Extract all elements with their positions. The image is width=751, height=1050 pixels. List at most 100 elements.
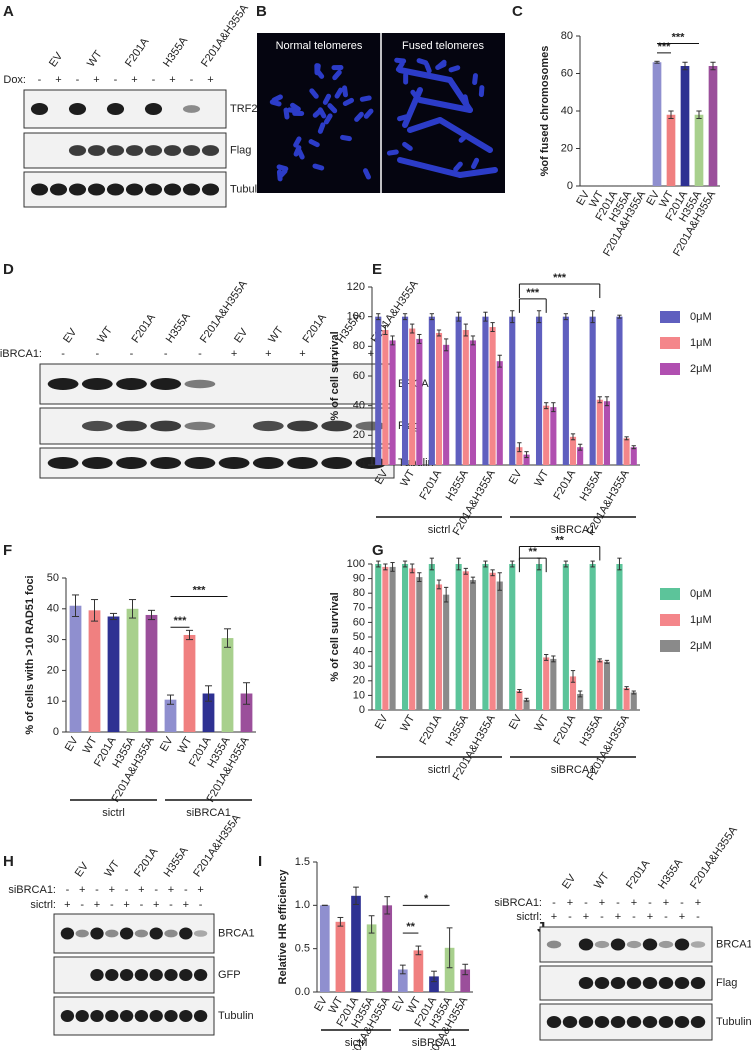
error-bar <box>578 690 583 698</box>
row-mark: - <box>114 74 118 86</box>
bar <box>616 564 623 710</box>
y-tick-label: 10 <box>353 689 365 701</box>
chromosome <box>296 148 305 160</box>
blot-box <box>23 89 227 129</box>
blot-band <box>68 183 87 196</box>
significance-label: *** <box>658 41 672 53</box>
panel-letter: B <box>256 3 267 20</box>
y-tick-label: 100 <box>347 558 365 570</box>
chromosome <box>354 111 364 122</box>
row-mark: - <box>110 899 114 911</box>
blot-band <box>47 378 79 390</box>
blot-band <box>610 977 626 989</box>
band-label: Flag <box>716 977 737 989</box>
error-bar <box>617 314 622 319</box>
row-mark: - <box>584 897 588 909</box>
blot-band <box>87 145 106 156</box>
row-mark: - <box>152 74 156 86</box>
x-tick-label: EV <box>507 467 525 486</box>
blot-band <box>658 977 674 989</box>
row-mark: + <box>551 911 557 923</box>
row-mark: + <box>631 897 637 909</box>
error-bar <box>570 670 576 683</box>
blot-band <box>642 1016 658 1028</box>
y-tick-label: 60 <box>353 616 365 628</box>
bar <box>482 316 489 465</box>
error-bar <box>563 313 568 321</box>
blot-band <box>106 103 125 115</box>
bar <box>375 564 382 710</box>
lane-label: EV <box>560 872 579 891</box>
y-tick-label: 0 <box>53 726 59 738</box>
bar <box>126 608 139 732</box>
error-bar <box>368 915 375 934</box>
bar <box>652 62 662 186</box>
lane-label: EV <box>73 860 92 879</box>
panel-letter: H <box>3 853 14 870</box>
error-bar <box>483 311 488 322</box>
bar <box>428 316 435 465</box>
image-label: Normal telomeres <box>276 40 363 52</box>
panel-letter: F <box>3 542 12 559</box>
bar <box>562 316 569 465</box>
group-label: siBRCA1 <box>551 524 596 536</box>
blot-band <box>150 378 182 390</box>
blot-band <box>119 927 134 940</box>
y-tick-label: 80 <box>353 340 365 352</box>
error-bar <box>337 916 344 927</box>
lane-label: H355A <box>656 856 686 891</box>
error-bar <box>185 629 194 641</box>
chromosome <box>395 61 405 72</box>
x-tick-label: WT <box>81 735 100 756</box>
row-mark: + <box>599 897 605 909</box>
blot-band <box>182 105 201 113</box>
blot-band <box>610 938 626 951</box>
significance-label: *** <box>526 287 540 299</box>
blot-band <box>193 1010 208 1022</box>
row-mark: - <box>616 897 620 909</box>
error-bar <box>429 313 434 321</box>
lane-label: F201A <box>123 35 152 69</box>
blot-band <box>184 457 216 469</box>
blot-band <box>578 977 594 989</box>
legend-swatch <box>660 640 680 652</box>
blot-band <box>116 457 147 469</box>
blot-band <box>68 145 87 156</box>
bar <box>577 693 584 710</box>
blot-band <box>75 1010 89 1022</box>
chromosome <box>323 113 333 125</box>
row-mark: + <box>679 911 685 923</box>
blot-band <box>321 420 353 432</box>
row-mark: + <box>153 899 159 911</box>
blot-band <box>690 941 706 948</box>
bar <box>435 584 443 710</box>
blot-band <box>134 1010 149 1022</box>
blot-band <box>116 378 147 390</box>
bar <box>523 699 530 710</box>
error-bar <box>71 594 80 617</box>
bar <box>435 332 443 465</box>
lane-label: F201A <box>301 311 330 345</box>
bar <box>569 436 577 465</box>
error-bar <box>578 443 583 451</box>
bar <box>489 572 496 710</box>
blot-band <box>149 1010 163 1022</box>
lane-label: EV <box>47 50 66 69</box>
error-bar <box>399 964 406 975</box>
error-bar <box>597 658 602 663</box>
error-bar <box>204 685 213 702</box>
panel-letter: C <box>512 3 523 20</box>
blot-band <box>134 969 149 981</box>
bar <box>351 895 361 992</box>
row-mark: - <box>76 74 80 86</box>
chromosome <box>312 108 323 118</box>
bar <box>482 564 489 710</box>
chromosome <box>359 95 372 102</box>
error-bar <box>517 442 522 453</box>
chromosome <box>317 122 326 134</box>
error-bar <box>147 609 156 621</box>
blot-band <box>690 977 706 989</box>
blot-band <box>144 183 163 196</box>
y-tick-label: 60 <box>353 370 365 382</box>
bar <box>375 316 382 465</box>
